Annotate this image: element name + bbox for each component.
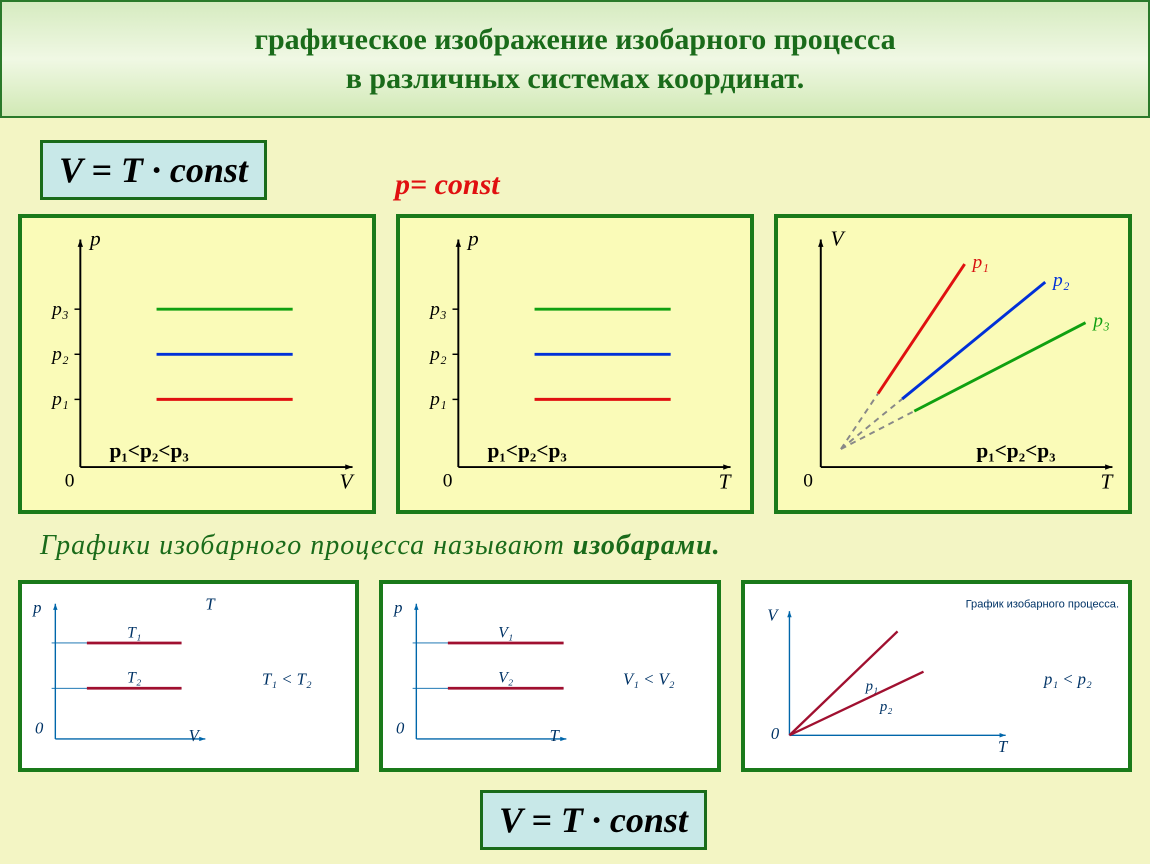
title-line-2: в различных системах координат. (346, 59, 805, 98)
bottom-chart-row: p T V 0 T₁ T₂ T₁ < T₂ p T 0 V₁ V₂ V₁ < V₂ График из… (18, 580, 1132, 772)
formula-bottom: V = T · const (480, 790, 707, 850)
svg-text:T₁ < T₂: T₁ < T₂ (262, 670, 312, 689)
svg-text:V: V (831, 226, 847, 250)
svg-text:p₃: p₃ (1091, 311, 1109, 332)
svg-text:V₂: V₂ (499, 670, 515, 687)
chart-pt-svg: p T 0 p₁ p₂ p₃ p₁<p₂<p₃ (400, 218, 750, 510)
svg-text:p₁: p₁ (970, 252, 988, 273)
svg-text:p: p (393, 598, 402, 617)
svg-text:0: 0 (803, 471, 813, 492)
chart-vt-small: График изобарного процесса. V T 0 p₁p₂ p₁ < p… (741, 580, 1132, 772)
svg-text:T: T (550, 726, 561, 745)
svg-text:p₁<p₂<p₃: p₁<p₂<p₃ (110, 438, 189, 462)
svg-text:0: 0 (35, 718, 44, 737)
p-const-label: p= const (395, 168, 500, 202)
svg-text:p₂: p₂ (428, 344, 447, 365)
svg-text:p₃: p₃ (50, 299, 68, 320)
chart-pt-small: p T 0 V₁ V₂ V₁ < V₂ (379, 580, 720, 772)
svg-text:V: V (339, 469, 355, 493)
chart-vt-svg: V T 0 p₁ p₂ p₃ p₁<p₂<p₃ (778, 218, 1128, 510)
svg-text:p₂: p₂ (878, 699, 892, 715)
svg-text:p₁: p₁ (428, 389, 446, 410)
svg-text:p₂: p₂ (50, 344, 69, 365)
svg-text:T: T (998, 737, 1009, 756)
svg-text:T₁: T₁ (127, 624, 141, 641)
svg-text:p₁<p₂<p₃: p₁<p₂<p₃ (976, 438, 1055, 462)
svg-text:0: 0 (396, 718, 405, 737)
svg-text:p₁: p₁ (50, 389, 68, 410)
svg-text:0: 0 (443, 471, 453, 492)
caption-prefix: Графики изобарного процесса называют (40, 530, 573, 561)
svg-text:V: V (189, 726, 201, 745)
svg-text:T: T (205, 594, 216, 613)
chart-pv: p V 0 p₁ p₂ p₃ p₁<p₂<p₃ (18, 214, 376, 514)
svg-text:p: p (88, 226, 101, 250)
chart-pt-small-svg: p T 0 V₁ V₂ V₁ < V₂ (383, 584, 716, 768)
svg-text:p₁<p₂<p₃: p₁<p₂<p₃ (488, 438, 567, 462)
svg-text:T₂: T₂ (127, 670, 142, 687)
formula-top: V = T · const (40, 140, 267, 200)
chart-pv-svg: p V 0 p₁ p₂ p₃ p₁<p₂<p₃ (22, 218, 372, 510)
top-chart-row: pV0p₁p₂p₃p₁<p₂<p₃ pT0p₁p₂p₃p₁<p₂<p₃ VT0p… (18, 214, 1132, 522)
svg-text:T: T (719, 469, 733, 493)
svg-text:0: 0 (771, 724, 780, 743)
title-line-1: графическое изображение изобарного проце… (254, 20, 895, 59)
caption: Графики изобарного процесса называют изо… (40, 530, 721, 562)
svg-text:p₃: p₃ (428, 299, 446, 320)
svg-text:T: T (1101, 469, 1115, 493)
chart-vt: V T 0 p₁ p₂ p₃ p₁<p₂<p₃ (774, 214, 1132, 514)
chart-pt: p T 0 p₁ p₂ p₃ p₁<p₂<p₃ (396, 214, 754, 514)
caption-emphasis: изобарами. (573, 530, 721, 561)
svg-text:p₂: p₂ (1051, 270, 1070, 291)
svg-text:p₁: p₁ (864, 679, 878, 695)
chart-pv-small: p T V 0 T₁ T₂ T₁ < T₂ (18, 580, 359, 772)
svg-text:p: p (466, 226, 479, 250)
svg-text:V: V (767, 605, 779, 624)
svg-text:V₁ < V₂: V₁ < V₂ (623, 670, 675, 689)
chart-vt-small-svg: График изобарного процесса. V T 0 p₁p₂ p₁ < p… (745, 584, 1128, 768)
svg-text:0: 0 (65, 471, 75, 492)
svg-text:График изобарного процесса.: График изобарного процесса. (965, 598, 1118, 610)
chart-pv-small-svg: p T V 0 T₁ T₂ T₁ < T₂ (22, 584, 355, 768)
svg-text:V₁: V₁ (499, 624, 514, 641)
title-banner: графическое изображение изобарного проце… (0, 0, 1150, 118)
svg-text:p: p (32, 598, 41, 617)
svg-text:p₁ < p₂: p₁ < p₂ (1043, 670, 1092, 689)
